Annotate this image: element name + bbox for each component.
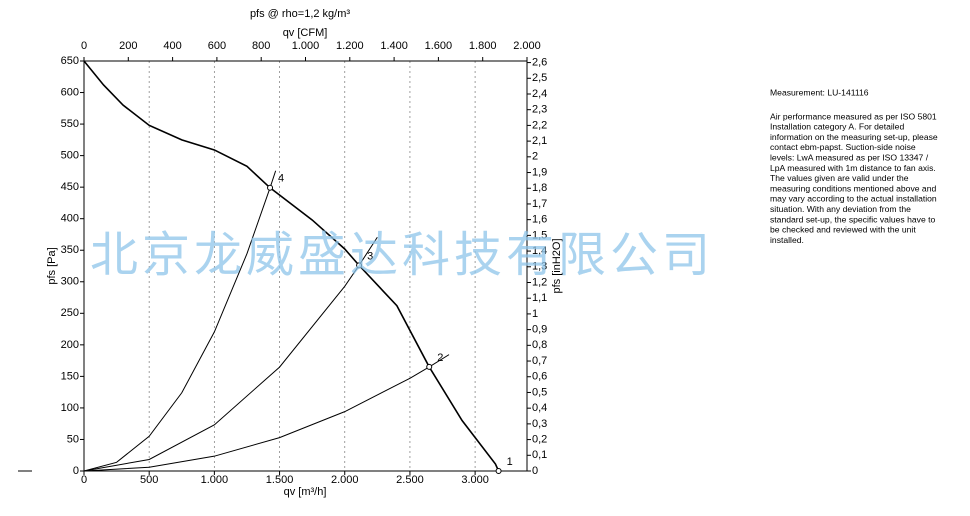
y2-tick-label: 1,2 xyxy=(532,276,547,288)
x2-tick-label: 1.000 xyxy=(292,40,320,52)
x2-tick-label: 1.200 xyxy=(336,40,364,52)
y2-tick-label: 0,2 xyxy=(532,433,547,445)
note-line: The values given are valid under the xyxy=(770,173,909,183)
y2-tick-label: 2,2 xyxy=(532,119,547,131)
note-line: measuring conditions mentioned above and xyxy=(770,183,936,193)
x-tick-label: 2.500 xyxy=(396,474,424,486)
y2-tick-label: 0,6 xyxy=(532,371,547,383)
y2-tick-label: 0,3 xyxy=(532,418,547,430)
x2-tick-label: 400 xyxy=(163,40,181,52)
y-tick-label: 650 xyxy=(61,55,79,67)
x2-tick-label: 1.600 xyxy=(425,40,453,52)
x-tick-label: 0 xyxy=(81,474,87,486)
y2-tick-label: 0,5 xyxy=(532,386,547,398)
measurement: Measurement: LU-141116 xyxy=(770,87,869,97)
y2-tick-label: 0,7 xyxy=(532,355,547,367)
curve xyxy=(83,170,277,472)
y2-axis-title: pfs [inH2O] xyxy=(551,238,563,293)
y-tick-label: 450 xyxy=(61,181,79,193)
y2-tick-label: 2,1 xyxy=(532,135,547,147)
y-tick-label: 250 xyxy=(61,307,79,319)
y2-tick-label: 0,9 xyxy=(532,324,547,336)
chart-title: pfs @ rho=1,2 kg/m³ xyxy=(250,8,350,20)
y-tick-label: 400 xyxy=(61,213,79,225)
x2-tick-label: 800 xyxy=(252,40,270,52)
curve xyxy=(83,354,450,472)
y2-tick-label: 0,8 xyxy=(532,339,547,351)
note-line: Installation category A. For detailed xyxy=(770,122,904,132)
operating-point-label: 3 xyxy=(367,250,373,262)
note-line: standard set-up, the specific values hav… xyxy=(770,214,936,224)
x-tick-label: 3.000 xyxy=(461,474,489,486)
x-tick-label: 1.000 xyxy=(201,474,229,486)
y-tick-label: 300 xyxy=(61,276,79,288)
x2-axis-title: qv [CFM] xyxy=(283,27,328,39)
x-tick-label: 500 xyxy=(140,474,158,486)
note-line: LpA measured with 1m distance to fan axi… xyxy=(770,163,936,173)
operating-point xyxy=(267,184,274,191)
y-axis-title: pfs [Pa] xyxy=(46,247,58,284)
operating-point-label: 1 xyxy=(507,456,513,468)
y2-tick-label: 0,4 xyxy=(532,402,547,414)
note-line: information on the measuring set-up, ple… xyxy=(770,132,938,142)
y-tick-label: 100 xyxy=(61,402,79,414)
y-tick-label: 500 xyxy=(61,150,79,162)
x2-tick-label: 1.400 xyxy=(380,40,408,52)
y2-tick-label: 0,1 xyxy=(532,449,547,461)
watermark: 北京龙威盛达科技有限公司 xyxy=(90,227,714,283)
x-tick-label: 1.500 xyxy=(266,474,294,486)
y2-tick-label: 1 xyxy=(532,308,538,320)
note-line: contact ebm-papst. Suction-side noise xyxy=(770,142,916,152)
x2-tick-label: 1.800 xyxy=(469,40,497,52)
operating-point xyxy=(356,262,363,269)
y2-tick-label: 1,7 xyxy=(532,198,547,210)
y2-tick-label: 1,5 xyxy=(532,229,547,241)
y2-tick-label: 1,8 xyxy=(532,182,547,194)
y-tick-label: 50 xyxy=(67,433,79,445)
y2-tick-label: 2,4 xyxy=(532,88,547,100)
y2-tick-label: 2 xyxy=(532,151,538,163)
plot-frame xyxy=(83,60,528,472)
y2-tick-label: 2,5 xyxy=(532,72,547,84)
note-line: situation. With any deviation from the xyxy=(770,204,911,214)
x2-tick-label: 0 xyxy=(81,40,87,52)
note-line: may vary according to the actual install… xyxy=(770,194,937,204)
operating-point xyxy=(495,468,502,474)
note-line: levels: LwA measured as per ISO 13347 / xyxy=(770,152,929,162)
y-tick-label: 150 xyxy=(61,370,79,382)
operating-point-label: 2 xyxy=(437,352,443,364)
y-tick-label: 350 xyxy=(61,244,79,256)
note-line: installed. xyxy=(770,235,804,245)
y-tick-label: 600 xyxy=(61,86,79,98)
x2-tick-label: 2.000 xyxy=(513,40,541,52)
x-tick-label: 2.000 xyxy=(331,474,359,486)
note-line: be checked and reviewed with the unit xyxy=(770,225,916,235)
y-tick-label: 200 xyxy=(61,339,79,351)
y-tick-label: 550 xyxy=(61,118,79,130)
y2-tick-label: 0 xyxy=(532,465,538,477)
y2-tick-label: 2,3 xyxy=(532,104,547,116)
x2-tick-label: 600 xyxy=(208,40,226,52)
y2-tick-label: 1,1 xyxy=(532,292,547,304)
y2-tick-label: 1,3 xyxy=(532,261,547,273)
y2-tick-label: 2,6 xyxy=(532,56,547,68)
operating-point xyxy=(426,363,433,370)
x2-tick-label: 200 xyxy=(119,40,137,52)
curve xyxy=(83,60,500,472)
y2-tick-label: 1,4 xyxy=(532,245,547,257)
y-tick-label: 0 xyxy=(73,465,79,477)
x-axis-title: qv [m³/h] xyxy=(284,486,327,498)
y2-tick-label: 1,6 xyxy=(532,214,547,226)
y2-tick-label: 1,9 xyxy=(532,166,547,178)
operating-point-label: 4 xyxy=(278,173,284,185)
note-line: Air performance measured as per ISO 5801 xyxy=(770,111,937,121)
